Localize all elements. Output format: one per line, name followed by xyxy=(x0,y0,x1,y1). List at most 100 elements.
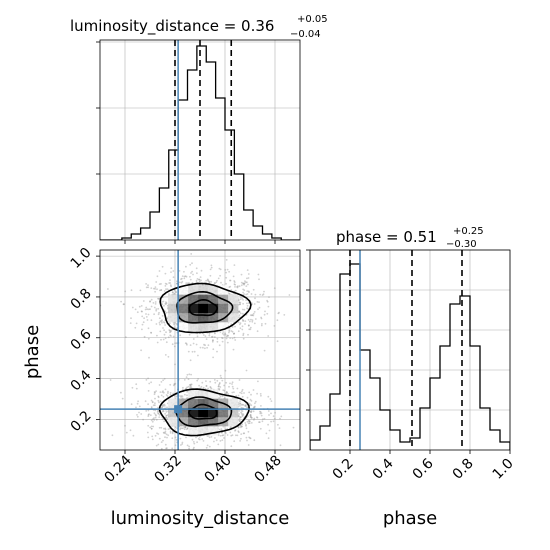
scatter-point xyxy=(221,379,224,382)
scatter-point xyxy=(273,287,276,290)
scatter-point xyxy=(269,398,272,400)
density-block xyxy=(188,389,199,399)
scatter-point xyxy=(162,390,164,392)
scatter-point xyxy=(174,426,177,429)
scatter-point xyxy=(222,331,225,333)
scatter-point xyxy=(174,382,177,385)
scatter-point xyxy=(141,328,143,331)
phase-title: phase = 0.51 xyxy=(336,228,437,246)
scatter-point xyxy=(136,415,139,418)
scatter-point xyxy=(121,397,124,400)
scatter-point xyxy=(174,436,177,439)
density-block xyxy=(178,407,189,418)
scatter-point xyxy=(242,283,245,285)
scatter-point xyxy=(218,428,221,431)
scatter-point xyxy=(193,442,196,445)
scatter-point xyxy=(163,420,166,423)
scatter-point xyxy=(230,426,232,429)
scatter-point xyxy=(260,414,263,417)
scatter-point xyxy=(157,307,160,310)
density-block xyxy=(228,416,239,427)
scatter-point xyxy=(238,314,241,317)
scatter-point xyxy=(152,418,154,421)
scatter-point xyxy=(138,411,140,414)
scatter-point xyxy=(272,420,275,423)
scatter-point xyxy=(236,387,239,390)
scatter-point xyxy=(149,426,152,429)
scatter-point xyxy=(165,302,168,304)
scatter-point xyxy=(252,312,255,315)
scatter-point xyxy=(245,427,248,430)
scatter-point xyxy=(268,429,271,432)
scatter-point xyxy=(238,413,241,415)
scatter-point xyxy=(165,283,168,285)
density-block xyxy=(218,303,229,314)
scatter-point xyxy=(250,422,253,424)
scatter-point xyxy=(185,265,187,268)
scatter-point xyxy=(249,328,252,331)
scatter-point xyxy=(191,262,193,265)
scatter-point xyxy=(278,311,280,314)
scatter-point xyxy=(163,432,166,434)
scatter-point xyxy=(195,436,197,439)
scatter-point xyxy=(245,293,248,296)
scatter-point xyxy=(245,299,248,301)
scatter-point xyxy=(160,289,163,291)
scatter-point xyxy=(169,329,171,332)
scatter-point xyxy=(210,387,213,390)
scatter-point xyxy=(215,281,218,284)
phase-histogram-panel: 0.2 0.4 0.6 0.8 1.0 xyxy=(306,249,517,483)
scatter-point xyxy=(146,431,149,434)
scatter-point xyxy=(238,285,241,288)
scatter-point xyxy=(153,417,155,419)
scatter-point xyxy=(157,406,160,409)
scatter-point xyxy=(217,443,220,446)
scatter-point xyxy=(268,296,270,298)
density-block xyxy=(198,407,209,418)
scatter-point xyxy=(186,444,189,447)
scatter-point xyxy=(162,379,165,382)
scatter-point xyxy=(147,414,150,416)
scatter-point xyxy=(224,369,227,372)
scatter-point xyxy=(166,436,168,439)
scatter-point xyxy=(221,439,224,441)
density-block xyxy=(208,426,219,436)
scatter-point xyxy=(266,300,269,303)
scatter-point xyxy=(219,268,222,271)
scatter-point xyxy=(243,432,246,435)
density-block xyxy=(188,398,199,408)
density-contour xyxy=(159,282,252,334)
scatter-point xyxy=(196,379,199,382)
scatter-point xyxy=(141,310,143,313)
scatter-point xyxy=(183,451,185,453)
scatter-point xyxy=(179,427,182,430)
scatter-point xyxy=(267,410,270,412)
scatter-point xyxy=(175,439,178,441)
scatter-point xyxy=(165,288,167,290)
scatter-point xyxy=(165,341,168,344)
scatter-point xyxy=(232,275,235,278)
scatter-point xyxy=(229,279,232,282)
scatter-point xyxy=(156,275,159,278)
scatter-point xyxy=(168,282,171,284)
density-block xyxy=(198,389,209,399)
scatter-point xyxy=(248,391,251,394)
scatter-point xyxy=(158,414,161,416)
scatter-point xyxy=(218,344,221,347)
scatter-point xyxy=(240,425,243,428)
scatter-point xyxy=(182,427,184,430)
scatter-point xyxy=(184,426,187,428)
scatter-point xyxy=(145,410,148,412)
scatter-point xyxy=(225,259,228,261)
scatter-point xyxy=(164,428,167,431)
scatter-point xyxy=(195,343,198,346)
scatter-point xyxy=(181,441,184,444)
scatter-point xyxy=(162,439,164,442)
scatter-point xyxy=(218,397,221,399)
scatter-point xyxy=(247,283,249,286)
scatter-point xyxy=(208,445,211,448)
density-block xyxy=(208,303,219,314)
scatter-point xyxy=(171,431,174,434)
histogram-frame xyxy=(309,249,511,451)
scatter-point xyxy=(247,307,249,310)
